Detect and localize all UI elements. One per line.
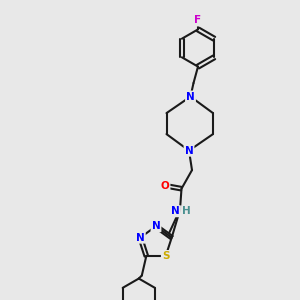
- Text: O: O: [160, 181, 169, 191]
- Text: H: H: [182, 206, 191, 216]
- Text: N: N: [186, 92, 195, 102]
- Text: N: N: [152, 221, 160, 231]
- Text: N: N: [184, 146, 194, 156]
- Text: N: N: [136, 232, 145, 243]
- Text: F: F: [194, 15, 202, 26]
- Text: N: N: [171, 206, 180, 216]
- Text: S: S: [162, 251, 169, 261]
